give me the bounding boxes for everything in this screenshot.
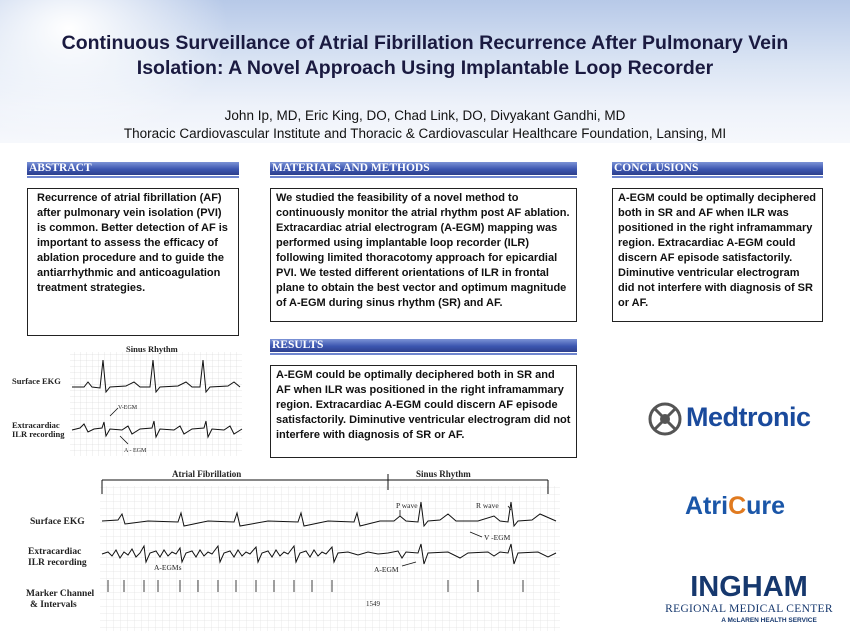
methods-box: We studied the feasibility of a novel me… bbox=[270, 188, 577, 322]
results-text: A-EGM could be optimally deciphered both… bbox=[276, 369, 571, 441]
author-block: John Ip, MD, Eric King, DO, Chad Link, D… bbox=[0, 107, 850, 143]
fig1-aegm-annotation: A - EGM bbox=[124, 448, 147, 454]
fig1-title: Sinus Rhythm bbox=[126, 344, 178, 354]
fig2-sr-label: Sinus Rhythm bbox=[416, 469, 471, 479]
results-heading: RESULTS bbox=[270, 339, 577, 355]
fig2-surface-trace bbox=[101, 501, 557, 528]
fig2-vegm-annotation: V -EGM bbox=[484, 533, 511, 542]
fig2-aegm-right-annotation: A-EGM bbox=[374, 565, 399, 574]
fig1-ilr-label-1: Extracardiac bbox=[12, 420, 60, 430]
fig2-ilr-label-1: Extracardiac bbox=[28, 547, 81, 557]
sinus-rhythm-figure: Sinus Rhythm Surface EKG Extracardiac IL… bbox=[12, 344, 243, 456]
medtronic-logo: Medtronic bbox=[644, 400, 828, 442]
fig2-interval-value: 1549 bbox=[366, 600, 381, 608]
abstract-box: Recurrence of atrial fibrillation (AF) a… bbox=[27, 188, 239, 336]
fig2-pwave-annotation: P wave bbox=[396, 501, 418, 510]
title-banner bbox=[0, 0, 850, 143]
title-line-2: Isolation: A Novel Approach Using Implan… bbox=[136, 57, 714, 79]
atricure-logo: AtriCure bbox=[685, 492, 815, 524]
fig2-surface-label: Surface EKG bbox=[30, 517, 85, 527]
fig2-marker-label-2: & Intervals bbox=[30, 600, 77, 610]
fig1-ilr-label-2: ILR recording bbox=[12, 429, 65, 439]
conclusions-text: A-EGM could be optimally deciphered both… bbox=[618, 192, 817, 309]
ingham-tagline: A McLAREN HEALTH SERVICE bbox=[721, 617, 817, 624]
fig2-ilr-trace bbox=[101, 543, 557, 565]
medtronic-mark-icon bbox=[648, 402, 682, 436]
medtronic-wordmark: Medtronic bbox=[686, 402, 811, 432]
abstract-heading: ABSTRACT bbox=[27, 162, 239, 178]
fig2-rwave-annotation: R wave bbox=[476, 501, 499, 510]
fig2-af-label: Atrial Fibrillation bbox=[172, 469, 241, 479]
fig1-surface-label: Surface EKG bbox=[12, 376, 61, 386]
fig2-marker-ticks bbox=[107, 580, 524, 592]
ekg-grid bbox=[70, 352, 242, 456]
poster-title: Continuous Surveillance of Atrial Fibril… bbox=[0, 31, 850, 81]
conclusions-box: A-EGM could be optimally deciphered both… bbox=[612, 188, 823, 322]
authors: John Ip, MD, Eric King, DO, Chad Link, D… bbox=[224, 108, 626, 123]
atricure-part-c: C bbox=[728, 492, 747, 520]
fig1-vegm-annotation: V-EGM bbox=[118, 405, 138, 411]
af-sr-figure: Atrial Fibrillation Sinus Rhythm Surface… bbox=[26, 469, 560, 631]
atricure-part-a: Atri bbox=[685, 492, 729, 520]
fig1-ilr-trace bbox=[71, 420, 243, 439]
af-ekg-grid bbox=[100, 486, 560, 631]
ingham-logo: INGHAM REGIONAL MEDICAL CENTER A McLAREN… bbox=[652, 572, 846, 636]
affiliation: Thoracic Cardiovascular Institute and Th… bbox=[123, 126, 727, 141]
title-line-1: Continuous Surveillance of Atrial Fibril… bbox=[61, 32, 789, 54]
fig2-marker-label-1: Marker Channel bbox=[26, 589, 95, 599]
results-box: A-EGM could be optimally deciphered both… bbox=[270, 365, 577, 458]
fig2-aegm-left-annotation: A-EGMs bbox=[154, 563, 182, 572]
fig1-surface-trace bbox=[72, 359, 241, 394]
atricure-part-b: ure bbox=[746, 492, 786, 520]
conclusions-heading: CONCLUSIONS bbox=[612, 162, 823, 178]
abstract-text: Recurrence of atrial fibrillation (AF) a… bbox=[37, 192, 228, 294]
fig2-ilr-label-2: ILR recording bbox=[28, 558, 87, 568]
ingham-subtitle: REGIONAL MEDICAL CENTER bbox=[665, 603, 833, 615]
methods-text: We studied the feasibility of a novel me… bbox=[276, 192, 570, 309]
methods-heading: MATERIALS AND METHODS bbox=[270, 162, 577, 178]
ingham-wordmark: INGHAM bbox=[690, 571, 808, 603]
